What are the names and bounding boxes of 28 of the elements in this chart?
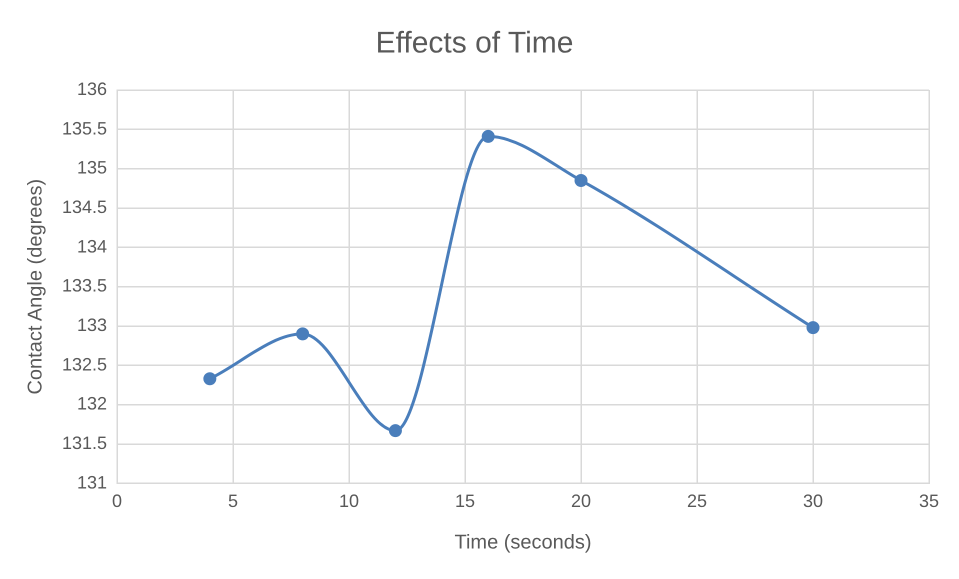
point: [203, 372, 216, 386]
y-tick-label: 131.5: [62, 433, 108, 454]
x-tick-label: 5: [228, 491, 238, 512]
y-tick-label: 132: [76, 394, 108, 414]
y-tick-label: 135: [76, 158, 108, 178]
point: [806, 321, 820, 334]
x-tick-label: 30: [802, 491, 824, 512]
y-tick-label: 133.5: [62, 276, 108, 296]
point: [482, 130, 495, 143]
x-tick-label: 35: [918, 491, 940, 512]
x-tick-label: 0: [112, 491, 122, 512]
y-axis-title: Contact Angle (degrees): [24, 178, 47, 395]
x-tick-label: 25: [686, 491, 708, 512]
y-tick-label: 136: [76, 78, 108, 99]
x-tick-label: 15: [455, 491, 476, 512]
x-tick-label: 10: [339, 491, 360, 512]
y-tick-label: 133: [76, 315, 108, 336]
y-tick-label: 132.5: [62, 354, 108, 374]
chart-title: Effects of Time: [376, 26, 574, 60]
x-axis-title: Time (seconds): [454, 532, 592, 554]
point: [388, 424, 402, 438]
y-tick-label: 134: [76, 236, 108, 256]
point: [574, 174, 588, 187]
point: [296, 327, 310, 340]
y-tick-label: 134.5: [62, 196, 108, 217]
x-tick-label: 20: [571, 491, 592, 512]
y-tick-label: 135.5: [62, 118, 108, 138]
y-tick-label: 131: [76, 472, 108, 492]
